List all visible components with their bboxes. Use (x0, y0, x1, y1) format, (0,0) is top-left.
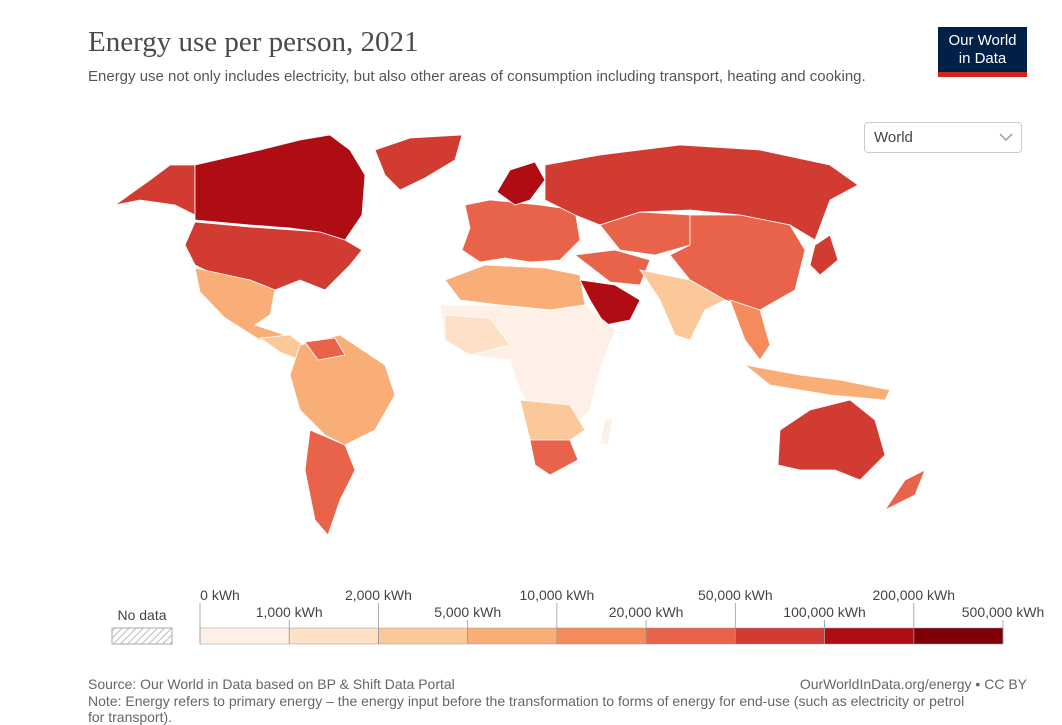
south-america-south (304, 429, 356, 536)
legend-label: 10,000 kWh (520, 587, 595, 603)
logo-line: Our World (948, 32, 1017, 49)
southeast-asia (729, 299, 771, 361)
australia (777, 399, 886, 481)
legend-swatch (467, 627, 558, 645)
subtitle: Energy use not only includes electricity… (88, 68, 866, 85)
title: Energy use per person, 2021 (88, 26, 419, 58)
japan (809, 234, 839, 276)
legend-swatch (288, 627, 379, 645)
west-africa (444, 314, 511, 356)
legend-label: 5,000 kWh (434, 604, 501, 620)
legend-swatch (556, 627, 647, 645)
south-africa (529, 439, 579, 476)
usa (184, 221, 363, 291)
canada (194, 134, 366, 241)
new-zealand (883, 469, 926, 512)
north-africa (444, 264, 586, 311)
legend-swatch (735, 627, 825, 645)
logo[interactable]: Our World in Data (938, 27, 1027, 77)
middle-east (573, 249, 651, 286)
legend-label: 20,000 kWh (609, 604, 684, 620)
mexico (194, 267, 287, 341)
scandinavia (496, 161, 546, 206)
south-america-north (289, 334, 396, 446)
legend-label: 50,000 kWh (698, 587, 773, 603)
legend-swatch (378, 627, 468, 645)
region-dropdown[interactable]: World (864, 122, 1022, 153)
legend-label: 100,000 kWh (783, 604, 866, 620)
legend: 0 kWh 1,000 kWh 2,000 kWh 5,000 kWh 10,000 k… (199, 587, 1045, 645)
logo-line: in Data (958, 50, 1007, 67)
arabia (579, 279, 641, 326)
india (639, 269, 726, 341)
greenland (374, 134, 463, 191)
legend-label: 2,000 kWh (345, 587, 412, 603)
indonesia (744, 364, 891, 401)
legend-label: 500,000 kWh (962, 604, 1045, 620)
dropdown-value: World (874, 129, 913, 146)
legend-swatch (824, 627, 915, 645)
legend-label: 1,000 kWh (256, 604, 323, 620)
southern-africa (519, 399, 586, 441)
chevron (999, 133, 1013, 142)
europe (461, 199, 581, 263)
legend-label: 200,000 kWh (873, 587, 956, 603)
no-data-swatch (111, 627, 173, 645)
madagascar (599, 417, 614, 446)
russia (544, 144, 859, 241)
legend-swatch (199, 627, 290, 645)
alaska (114, 164, 196, 216)
venezuela (304, 337, 346, 361)
legend-swatch (645, 627, 736, 645)
link[interactable]: OurWorldInData.org/energy • CC BY (799, 676, 1027, 692)
world-map (114, 134, 926, 536)
legend-swatch (913, 627, 1004, 645)
no-data-label: No data (117, 607, 166, 623)
source: Source: Our World in Data based on BP & … (88, 676, 455, 692)
note: Note: Energy refers to primary energy – … (88, 693, 965, 725)
legend-label: 0 kWh (200, 587, 240, 603)
